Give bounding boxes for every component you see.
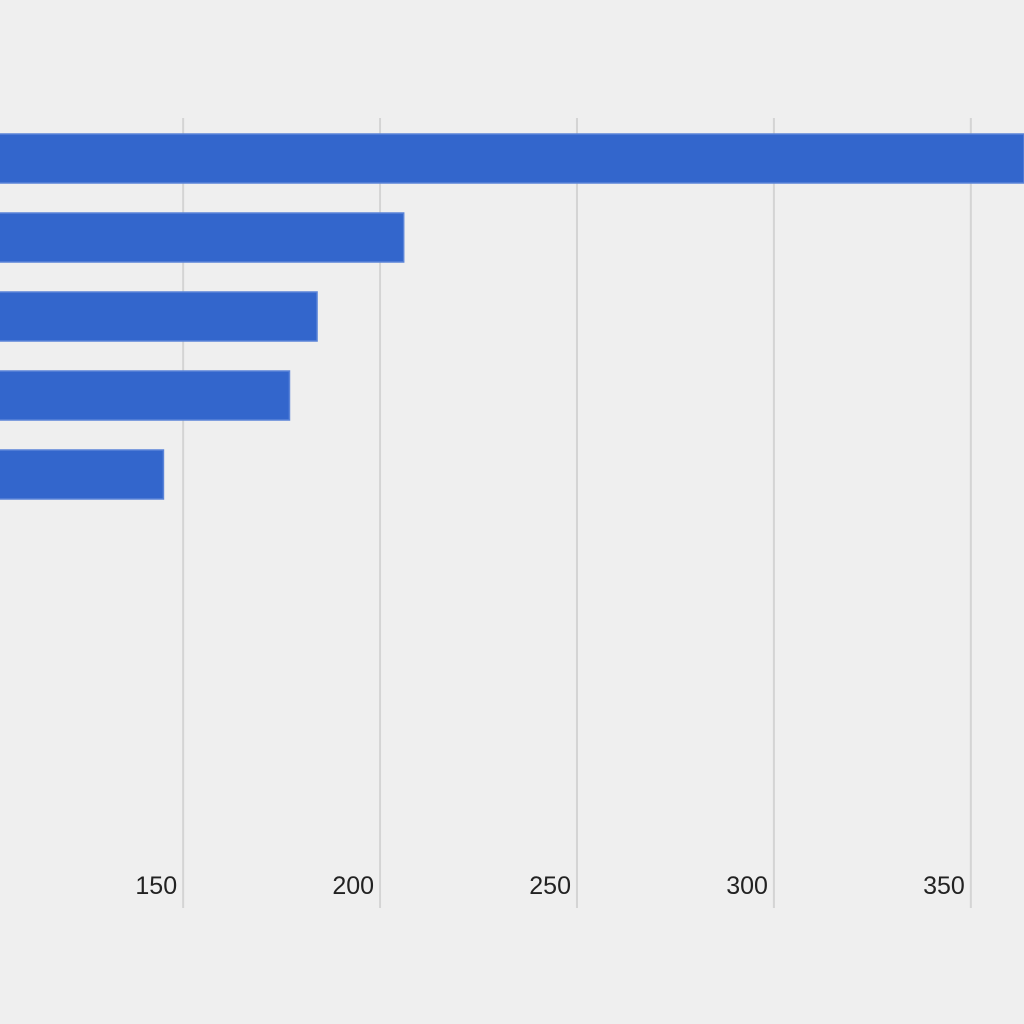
bar [0,449,165,500]
x-tick-label: 350 [923,872,965,900]
bars [0,133,1024,500]
x-tick-label: 300 [726,872,768,900]
x-tick-label: 250 [529,872,571,900]
bar [0,291,318,342]
bar [0,370,291,421]
x-tick-label: 200 [332,872,374,900]
bar [0,133,1024,184]
x-tick-label: 150 [135,872,177,900]
bar [0,212,405,263]
x-axis-tick-labels: 150 200 250 300 350 [135,872,964,900]
